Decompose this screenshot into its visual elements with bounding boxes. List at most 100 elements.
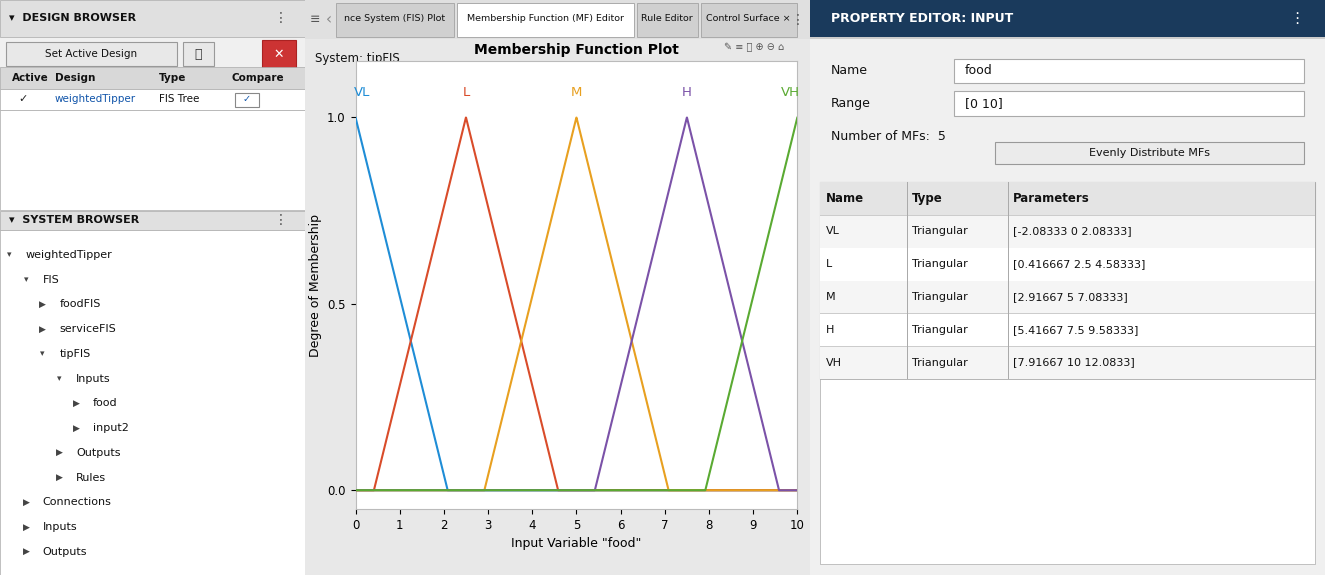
Bar — [954, 91, 1304, 116]
Bar — [820, 182, 1314, 379]
X-axis label: Input Variable "food": Input Variable "food" — [511, 537, 641, 550]
Text: VH: VH — [782, 86, 800, 99]
Bar — [0, 89, 305, 110]
Text: H: H — [682, 86, 692, 99]
Bar — [637, 3, 698, 37]
Y-axis label: Degree of Membership: Degree of Membership — [309, 214, 322, 356]
Text: Active: Active — [12, 73, 49, 83]
Text: Inputs: Inputs — [77, 374, 111, 384]
Text: ▶: ▶ — [23, 498, 29, 507]
Text: [2.91667 5 7.08333]: [2.91667 5 7.08333] — [1014, 292, 1128, 302]
Text: VL: VL — [825, 227, 839, 236]
Bar — [820, 182, 1314, 215]
Text: M: M — [825, 292, 835, 302]
Text: ▾: ▾ — [57, 374, 62, 383]
Text: L: L — [825, 259, 832, 269]
Text: Outputs: Outputs — [77, 448, 121, 458]
Text: Control Surface ×: Control Surface × — [706, 14, 791, 23]
Text: ⋮: ⋮ — [274, 12, 288, 25]
Text: ≡: ≡ — [310, 13, 321, 26]
Text: Set Active Design: Set Active Design — [45, 49, 138, 59]
Text: ✓: ✓ — [19, 94, 28, 105]
Bar — [235, 93, 260, 107]
Text: [7.91667 10 12.0833]: [7.91667 10 12.0833] — [1014, 358, 1136, 367]
Text: food: food — [965, 64, 992, 77]
Title: Membership Function Plot: Membership Function Plot — [474, 44, 678, 58]
Text: Compare: Compare — [232, 73, 285, 83]
Text: [0 10]: [0 10] — [965, 97, 1002, 110]
Bar — [0, 391, 305, 416]
Bar — [7, 42, 178, 66]
Text: ▶: ▶ — [73, 399, 80, 408]
Text: Number of MFs:  5: Number of MFs: 5 — [831, 130, 946, 143]
Text: ⋮: ⋮ — [1289, 11, 1304, 26]
Bar — [0, 0, 305, 37]
Text: ⋮: ⋮ — [274, 213, 288, 227]
Text: Triangular: Triangular — [912, 227, 967, 236]
Bar — [820, 215, 1314, 216]
Text: Type: Type — [912, 192, 942, 205]
Text: ⧉: ⧉ — [195, 48, 201, 60]
Bar — [810, 0, 812, 39]
Bar — [0, 211, 305, 230]
Text: ‹: ‹ — [326, 12, 331, 27]
Bar — [820, 313, 1314, 314]
Text: ▾: ▾ — [24, 275, 28, 284]
Text: food: food — [93, 398, 118, 408]
Text: VL: VL — [354, 86, 370, 99]
Text: ▾: ▾ — [7, 251, 12, 259]
Text: nce System (FIS) Plot: nce System (FIS) Plot — [344, 14, 445, 23]
Text: Triangular: Triangular — [912, 292, 967, 302]
Text: Rule Editor: Rule Editor — [641, 14, 693, 23]
Text: ▾  DESIGN BROWSER: ▾ DESIGN BROWSER — [9, 13, 136, 24]
Bar — [954, 59, 1304, 83]
Text: ▶: ▶ — [40, 325, 46, 333]
Text: ✕: ✕ — [274, 48, 285, 60]
Bar — [820, 313, 1314, 346]
Bar — [820, 215, 1314, 216]
Text: Name: Name — [831, 64, 868, 77]
Text: ▶: ▶ — [40, 300, 46, 309]
Text: foodFIS: foodFIS — [60, 300, 101, 309]
Bar — [335, 3, 454, 37]
Text: H: H — [825, 325, 833, 335]
Bar — [820, 215, 1314, 248]
Text: ▾  SYSTEM BROWSER: ▾ SYSTEM BROWSER — [9, 215, 139, 225]
Bar — [701, 3, 796, 37]
Text: ▶: ▶ — [56, 473, 62, 482]
Text: [5.41667 7.5 9.58333]: [5.41667 7.5 9.58333] — [1014, 325, 1138, 335]
Text: Triangular: Triangular — [912, 259, 967, 269]
Text: Name: Name — [825, 192, 864, 205]
Text: ▾: ▾ — [41, 350, 45, 358]
Text: serviceFIS: serviceFIS — [60, 324, 117, 334]
Text: Parameters: Parameters — [1014, 192, 1090, 205]
Bar — [810, 37, 1325, 39]
Text: weightedTipper: weightedTipper — [26, 250, 113, 260]
Text: ▶: ▶ — [56, 448, 62, 457]
Text: PROPERTY EDITOR: INPUT: PROPERTY EDITOR: INPUT — [831, 12, 1012, 25]
Bar — [262, 40, 295, 68]
Bar — [820, 379, 1314, 564]
Text: Inputs: Inputs — [42, 522, 77, 532]
Text: M: M — [571, 86, 582, 99]
Bar — [0, 230, 305, 575]
Text: weightedTipper: weightedTipper — [54, 94, 136, 105]
Text: Connections: Connections — [42, 497, 111, 507]
Bar — [0, 67, 305, 89]
Bar — [995, 142, 1304, 164]
Text: ▶: ▶ — [73, 424, 80, 432]
Text: Design: Design — [54, 73, 95, 83]
Bar — [820, 346, 1314, 379]
Text: ✎ ≡ ✋ ⊕ ⊖ ⌂: ✎ ≡ ✋ ⊕ ⊖ ⌂ — [725, 42, 784, 52]
Bar — [457, 3, 635, 37]
Text: ⋮: ⋮ — [791, 13, 804, 26]
Text: L: L — [462, 86, 469, 99]
Text: VH: VH — [825, 358, 841, 367]
Text: ▶: ▶ — [23, 523, 29, 531]
Text: Membership Function (MF) Editor: Membership Function (MF) Editor — [466, 14, 624, 23]
Text: Evenly Distribute MFs: Evenly Distribute MFs — [1089, 148, 1211, 158]
Text: Type: Type — [159, 73, 186, 83]
Text: System: tipFIS: System: tipFIS — [315, 52, 400, 66]
Text: input2: input2 — [93, 423, 129, 433]
Text: [-2.08333 0 2.08333]: [-2.08333 0 2.08333] — [1014, 227, 1132, 236]
